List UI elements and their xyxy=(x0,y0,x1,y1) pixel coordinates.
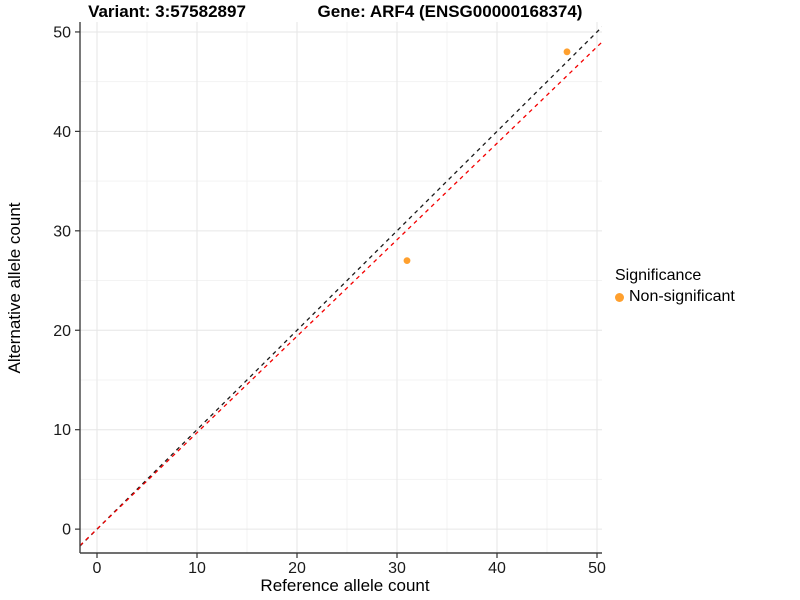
y-tick-label: 50 xyxy=(53,24,71,41)
identity-line xyxy=(80,26,602,547)
x-tick-label: 0 xyxy=(93,560,102,577)
expected-ratio-line xyxy=(80,41,602,547)
legend-item-label: Non-significant xyxy=(629,288,735,305)
y-tick-label: 30 xyxy=(53,223,71,240)
y-tick-label: 0 xyxy=(62,522,71,539)
legend-item-nonsignificant: Non-significant xyxy=(615,288,735,306)
x-tick-label: 20 xyxy=(288,560,306,577)
x-tick-label: 40 xyxy=(488,560,506,577)
x-axis-title: Reference allele count xyxy=(260,576,430,595)
variant-title: Variant: 3:57582897 xyxy=(88,2,246,21)
x-tick-label: 50 xyxy=(588,560,606,577)
y-tick-label: 40 xyxy=(53,124,71,141)
gene-title: Gene: ARF4 (ENSG00000168374) xyxy=(317,2,583,21)
legend-title: Significance xyxy=(615,267,702,284)
nonsignificant-dot-icon xyxy=(615,292,624,302)
legend: Significance Non-significant xyxy=(615,267,735,306)
y-axis-title: Alternative allele count xyxy=(5,202,24,374)
y-tick-label: 20 xyxy=(53,323,71,340)
data-point xyxy=(563,48,571,56)
x-tick-label: 30 xyxy=(388,560,406,577)
data-point xyxy=(403,257,411,265)
x-tick-label: 10 xyxy=(188,560,206,577)
y-tick-label: 10 xyxy=(53,422,71,439)
